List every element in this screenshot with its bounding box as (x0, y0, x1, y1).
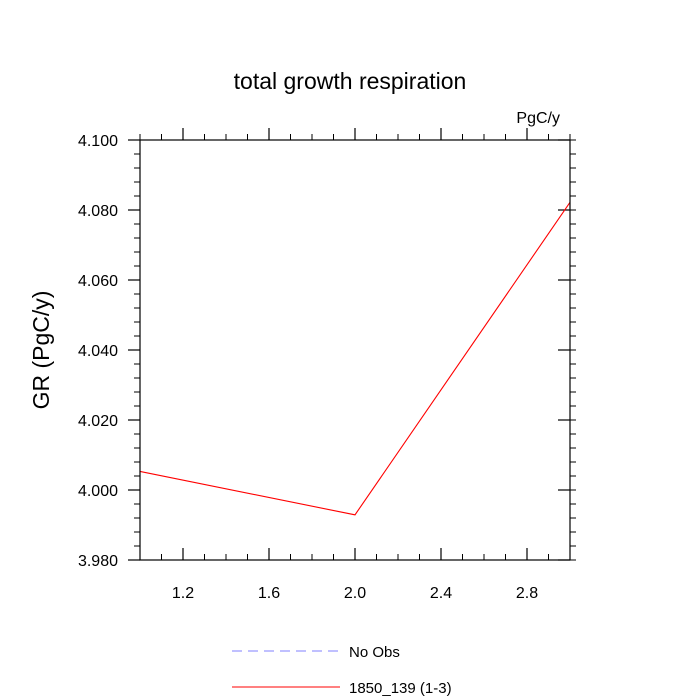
y-axis: 3.980 4.000 4.020 4.040 4.060 4.080 4.100 (78, 133, 570, 570)
legend: No Obs 1850_139 (1-3) (232, 644, 452, 697)
legend-label-1: 1850_139 (1-3) (349, 680, 452, 697)
plot-frame (139, 139, 571, 561)
y-tick-label: 3.980 (78, 553, 118, 570)
y-tick-label: 4.040 (78, 343, 118, 360)
y-tick-label: 4.000 (78, 483, 118, 500)
x-tick-label: 2.0 (344, 585, 366, 602)
x-axis: 1.2 1.6 2.0 2.4 2.8 (172, 128, 538, 602)
minor-ticks (134, 134, 576, 561)
series-line-1 (139, 201, 571, 516)
legend-label-0: No Obs (349, 644, 400, 661)
y-tick-label: 4.100 (78, 133, 118, 150)
y-tick-label: 4.020 (78, 413, 118, 430)
series-layer (139, 201, 571, 516)
y-tick-label: 4.080 (78, 203, 118, 220)
chart-title: total growth respiration (234, 68, 467, 94)
y-axis-label: GR (PgC/y) (28, 291, 54, 410)
y-tick-label: 4.060 (78, 273, 118, 290)
x-tick-label: 2.4 (430, 585, 452, 602)
units-label: PgC/y (516, 110, 560, 127)
x-tick-label: 1.2 (172, 585, 194, 602)
x-tick-label: 1.6 (258, 585, 280, 602)
x-tick-label: 2.8 (516, 585, 538, 602)
